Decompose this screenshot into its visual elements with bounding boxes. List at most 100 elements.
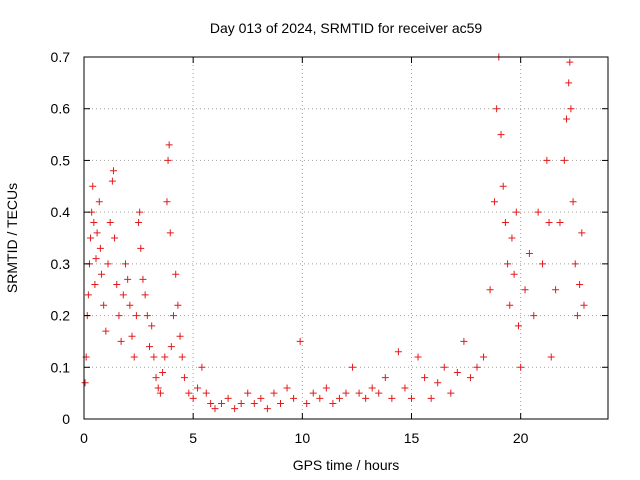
data-point xyxy=(135,218,143,226)
data-point xyxy=(566,58,574,66)
data-point xyxy=(525,250,533,258)
data-point xyxy=(115,312,123,320)
data-point xyxy=(322,384,330,392)
data-point xyxy=(560,156,568,164)
plot-frame xyxy=(83,56,609,420)
data-point xyxy=(148,322,156,330)
y-tick-label: 0.6 xyxy=(51,101,71,117)
data-point xyxy=(565,79,573,87)
data-point xyxy=(178,353,186,361)
data-point xyxy=(421,374,429,382)
data-point xyxy=(174,301,182,309)
data-point xyxy=(167,343,175,351)
chart-title: Day 013 of 2024, SRMTID for receiver ac5… xyxy=(210,20,483,36)
data-point xyxy=(453,368,461,376)
data-point xyxy=(87,234,95,242)
data-point xyxy=(95,198,103,206)
data-point xyxy=(161,353,169,361)
data-point xyxy=(231,405,239,413)
data-point xyxy=(508,234,516,242)
data-point xyxy=(93,229,101,237)
data-point xyxy=(211,405,219,413)
data-point xyxy=(512,208,520,216)
data-point xyxy=(556,218,564,226)
y-tick-label: 0.2 xyxy=(51,308,71,324)
data-point xyxy=(164,156,172,164)
data-point xyxy=(170,312,178,320)
data-point xyxy=(486,286,494,294)
data-point xyxy=(517,363,525,371)
data-point xyxy=(499,182,507,190)
data-point xyxy=(130,353,138,361)
data-point xyxy=(111,234,119,242)
data-point xyxy=(514,322,522,330)
data-point xyxy=(194,384,202,392)
data-point xyxy=(270,389,278,397)
data-point xyxy=(388,394,396,402)
data-point xyxy=(180,374,188,382)
data-point xyxy=(375,389,383,397)
data-point xyxy=(460,337,468,345)
grid xyxy=(84,57,608,419)
data-point xyxy=(250,399,258,407)
data-point xyxy=(237,399,245,407)
x-tick-label: 10 xyxy=(295,430,311,446)
data-point xyxy=(530,312,538,320)
data-point xyxy=(497,131,505,139)
data-point xyxy=(567,105,575,113)
data-point xyxy=(447,389,455,397)
y-tick-label: 0.5 xyxy=(51,152,71,168)
data-point xyxy=(156,389,164,397)
data-point xyxy=(165,141,173,149)
data-point xyxy=(573,312,581,320)
y-tick-labels: 0 0.1 0.2 0.3 0.4 0.5 0.6 0.7 xyxy=(51,49,71,427)
data-point xyxy=(303,399,311,407)
data-point xyxy=(96,244,104,252)
data-point xyxy=(440,363,448,371)
data-point xyxy=(501,218,509,226)
data-point xyxy=(146,343,153,351)
data-point xyxy=(263,405,271,413)
data-point xyxy=(349,363,357,371)
data-point xyxy=(401,384,409,392)
data-point xyxy=(368,384,376,392)
data-point xyxy=(296,337,304,345)
data-point xyxy=(521,286,529,294)
data-point xyxy=(543,156,551,164)
data-point xyxy=(128,332,136,340)
data-point xyxy=(473,363,481,371)
data-point xyxy=(510,270,518,278)
data-point xyxy=(150,353,158,361)
x-tick-label: 15 xyxy=(404,430,420,446)
y-tick-label: 0.1 xyxy=(51,359,71,375)
data-point xyxy=(506,301,514,309)
data-point xyxy=(362,394,370,402)
data-point xyxy=(141,291,149,299)
data-point xyxy=(504,260,512,268)
data-point xyxy=(547,353,555,361)
data-point xyxy=(139,275,147,283)
data-point xyxy=(466,374,474,382)
y-tick-label: 0.4 xyxy=(51,204,71,220)
axis-ticks xyxy=(83,56,608,420)
data-point xyxy=(569,198,577,206)
data-point xyxy=(408,394,415,402)
y-tick-label: 0 xyxy=(62,411,70,427)
data-point xyxy=(355,389,363,397)
data-point xyxy=(493,105,501,113)
data-point xyxy=(154,384,162,392)
data-point xyxy=(329,399,337,407)
data-point xyxy=(578,229,586,237)
data-point xyxy=(89,182,97,190)
y-tick-label: 0.7 xyxy=(51,49,71,65)
data-point xyxy=(84,291,92,299)
data-point xyxy=(316,394,324,402)
y-axis-title: SRMTID / TECUs xyxy=(4,183,20,293)
data-point xyxy=(490,198,498,206)
data-point xyxy=(176,332,184,340)
data-point xyxy=(121,260,129,268)
data-point xyxy=(381,374,389,382)
data-point xyxy=(159,368,167,376)
data-point xyxy=(427,394,435,402)
